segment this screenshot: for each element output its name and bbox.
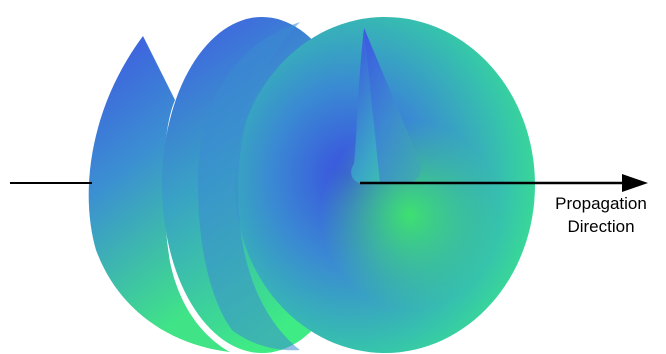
arrow-head-icon [622, 174, 648, 192]
helix-turn-back [88, 36, 231, 352]
helix-inner-step-shadow [364, 28, 422, 183]
helix-inner-step [351, 28, 422, 183]
label-line-2: Direction [567, 217, 635, 236]
helix-turn-middle-edge [198, 22, 300, 351]
label-line-1: Propagation [555, 194, 647, 213]
propagation-direction-label: Propagation Direction [536, 192, 666, 238]
